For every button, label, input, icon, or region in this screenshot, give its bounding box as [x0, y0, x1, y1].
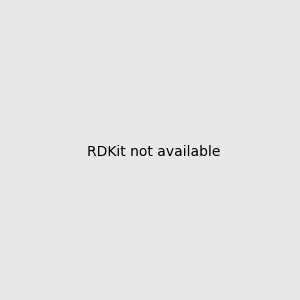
Text: RDKit not available: RDKit not available: [87, 145, 220, 158]
